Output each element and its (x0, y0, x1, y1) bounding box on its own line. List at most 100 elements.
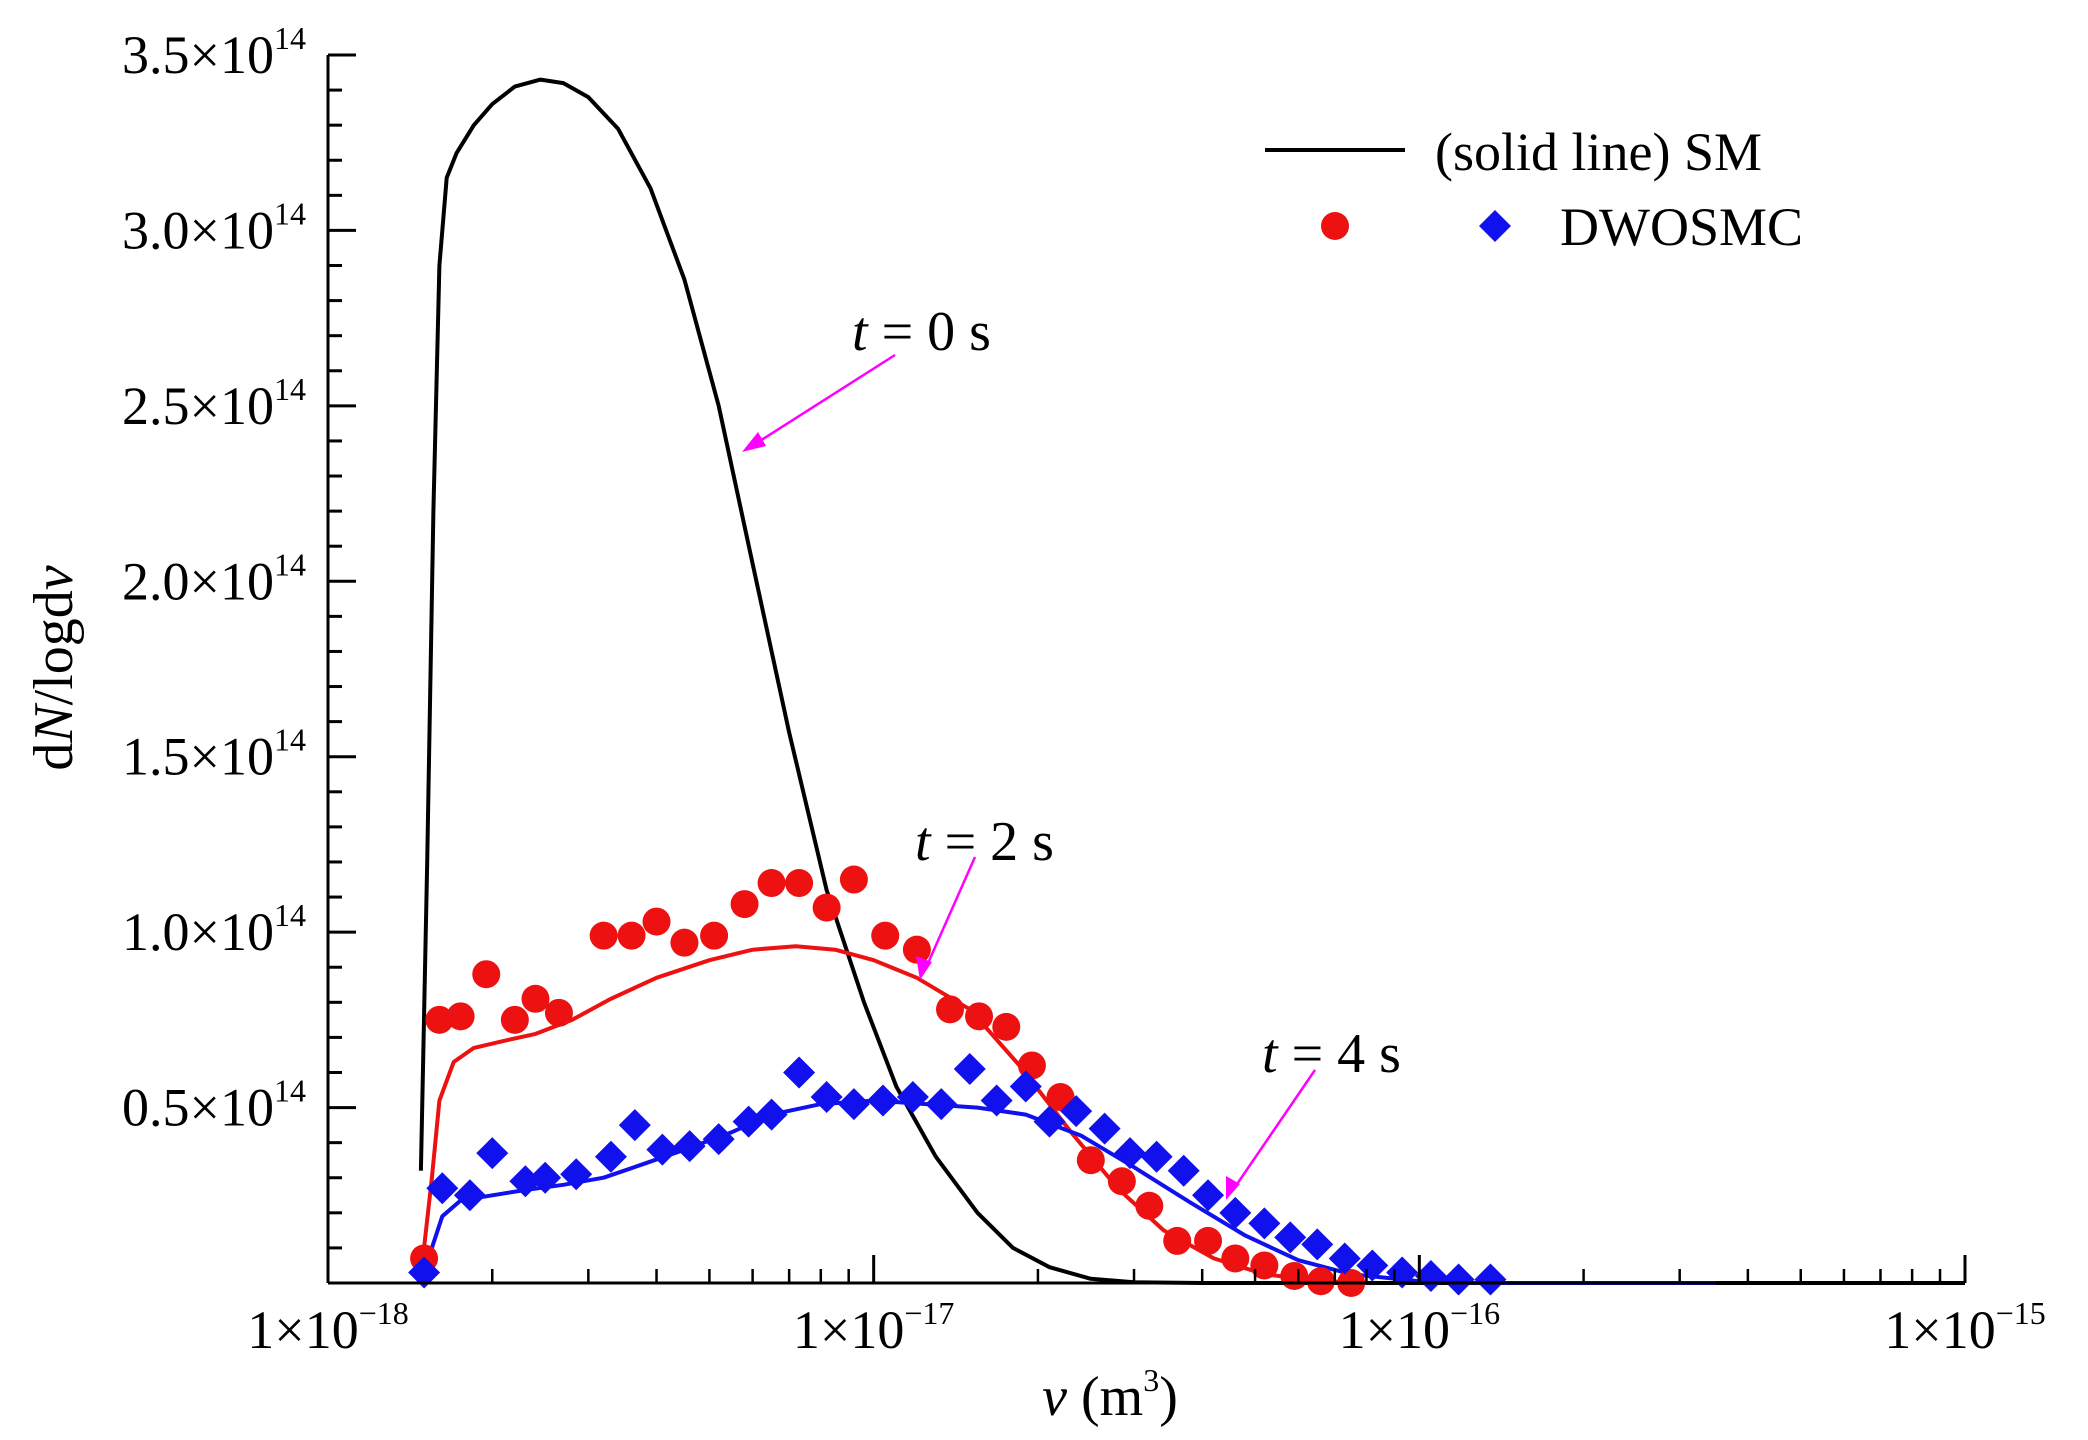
data-point-circle (642, 907, 671, 936)
series-line-1 (418, 944, 1367, 1285)
x-axis-title-var: v (1042, 1366, 1067, 1428)
y-tick-label: 3.5×1014 (122, 20, 306, 85)
annotation-t4-arrow (1231, 1069, 1317, 1191)
data-point-circle (544, 998, 573, 1027)
data-point-diamond (953, 1052, 986, 1085)
data-point-diamond (618, 1109, 651, 1142)
data-point-diamond (866, 1084, 899, 1117)
annotation-t2-arrow (923, 856, 977, 971)
annotation-t2: t = 2 s (915, 811, 1054, 980)
annotation-t0-label: t = 0 s (852, 301, 991, 363)
data-point-circle (839, 865, 868, 894)
y-tick-label: 3.0×1014 (122, 195, 306, 260)
data-point-circle (1250, 1251, 1279, 1280)
data-point-diamond (837, 1088, 870, 1121)
legend: (solid line) SM DWOSMC (1265, 122, 1803, 257)
data-point-diamond (1356, 1249, 1389, 1282)
data-point-circle (617, 921, 646, 950)
legend-circle-swatch (1321, 212, 1349, 240)
x-tick-label: 1×10−15 (1884, 1295, 2046, 1360)
data-point-diamond (476, 1137, 509, 1170)
legend-diamond-swatch (1479, 210, 1511, 242)
data-point-diamond (1274, 1221, 1307, 1254)
y-axis-title-mid: /logd (23, 590, 85, 705)
data-point-diamond (925, 1088, 958, 1121)
data-point-diamond (594, 1140, 627, 1173)
series-line-0 (418, 77, 1965, 1285)
annotation-t4-label: t = 4 s (1262, 1023, 1401, 1085)
data-point-diamond (408, 1256, 441, 1289)
data-point-diamond (702, 1123, 735, 1156)
data-point-circle (1107, 1167, 1136, 1196)
data-point-circle (472, 960, 501, 989)
data-point-diamond (810, 1081, 843, 1114)
data-point-diamond (896, 1081, 929, 1114)
data-point-diamond (1167, 1154, 1200, 1187)
data-point-circle (446, 1002, 475, 1031)
annotation-t0: t = 0 s (742, 301, 991, 452)
data-point-circle (935, 995, 964, 1024)
data-point-circle (1280, 1261, 1309, 1290)
y-tick-label: 0.5×1014 (122, 1073, 306, 1138)
data-point-diamond (1248, 1207, 1281, 1240)
data-point-circle (812, 893, 841, 922)
data-point-diamond (980, 1084, 1013, 1117)
data-point-circle (1221, 1244, 1250, 1273)
data-point-circle (757, 869, 786, 898)
x-axis-title-close: ) (1159, 1366, 1178, 1428)
data-point-circle (730, 890, 759, 919)
x-axis-title-sup: 3 (1143, 1362, 1159, 1398)
y-axis-title-var1: N (23, 703, 85, 744)
data-point-circle (700, 921, 729, 950)
annotation-t4: t = 4 s (1226, 1023, 1401, 1200)
y-tick-label: 2.0×1014 (122, 546, 306, 611)
data-point-diamond (1301, 1228, 1334, 1261)
data-point-diamond (1088, 1112, 1121, 1145)
data-point-diamond (1328, 1242, 1361, 1275)
data-point-circle (425, 1005, 454, 1034)
y-axis-title-pre: d (23, 743, 85, 771)
y-axis-title: dN/logdv (23, 565, 85, 770)
x-tick-label: 1×10−18 (247, 1295, 409, 1360)
data-point-diamond (1474, 1263, 1507, 1296)
x-tick-label: 1×10−17 (793, 1295, 955, 1360)
x-axis-title-unit: (m (1067, 1366, 1143, 1428)
data-point-diamond (646, 1133, 679, 1166)
data-point-circle (1163, 1226, 1192, 1255)
data-point-diamond (783, 1056, 816, 1089)
data-point-diamond (1114, 1137, 1147, 1170)
data-point-circle (1194, 1226, 1223, 1255)
data-point-circle (521, 984, 550, 1013)
chart-series-layer (408, 77, 1965, 1297)
data-point-diamond (1140, 1140, 1173, 1173)
data-point-circle (902, 935, 931, 964)
data-point-circle (965, 1002, 994, 1031)
y-axis-title-var2: v (23, 565, 85, 590)
data-point-diamond (453, 1179, 486, 1212)
legend-line-label: (solid line) SM (1435, 122, 1762, 182)
legend-marker-label: DWOSMC (1560, 197, 1803, 257)
data-point-circle (785, 869, 814, 898)
data-point-diamond (509, 1165, 542, 1198)
x-tick-label: 1×10−16 (1339, 1295, 1501, 1360)
data-point-circle (992, 1012, 1021, 1041)
y-tick-label: 1.5×1014 (122, 722, 306, 787)
data-point-circle (1076, 1146, 1105, 1175)
data-point-circle (1135, 1191, 1164, 1220)
y-tick-label: 1.0×1014 (122, 897, 306, 962)
data-point-diamond (1033, 1105, 1066, 1138)
data-point-diamond (1219, 1196, 1252, 1229)
annotation-t0-arrowhead (742, 432, 766, 452)
annotation-t2-arrowhead (916, 956, 932, 980)
data-point-diamond (755, 1098, 788, 1131)
x-axis-title: v (m3) (1042, 1362, 1178, 1428)
data-point-circle (500, 1005, 529, 1034)
data-point-diamond (426, 1172, 459, 1205)
y-tick-label: 2.5×1014 (122, 371, 306, 436)
data-point-diamond (560, 1158, 593, 1191)
annotation-t0-arrow (751, 353, 896, 448)
data-point-diamond (1192, 1179, 1225, 1212)
data-point-diamond (673, 1130, 706, 1163)
data-point-diamond (1009, 1070, 1042, 1103)
